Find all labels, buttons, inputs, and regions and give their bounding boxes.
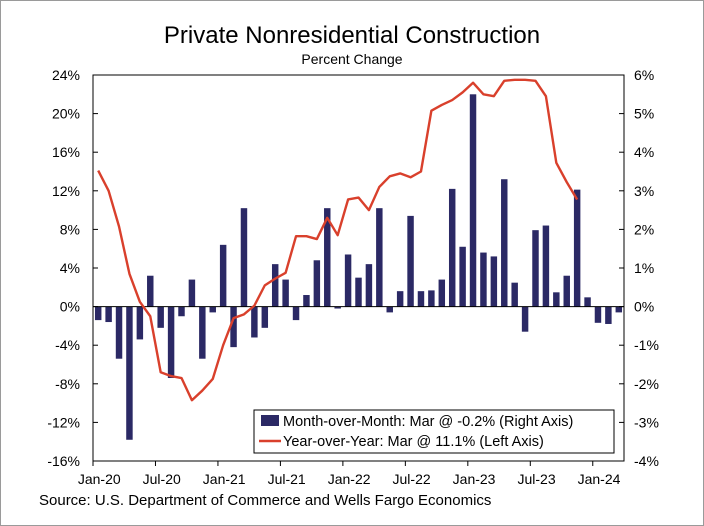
chart-title: Private Nonresidential Construction	[163, 22, 541, 49]
legend-box	[253, 409, 615, 454]
mom-bar	[178, 306, 185, 317]
mom-bar	[417, 291, 425, 307]
mom-bar	[386, 306, 393, 313]
bars-layer	[94, 94, 623, 440]
mom-bar	[94, 306, 102, 321]
mom-bar	[230, 306, 237, 348]
right-axis-tick-label: -1%	[634, 337, 659, 353]
mom-bar	[157, 306, 164, 328]
mom-bar	[115, 306, 123, 359]
mom-bar	[303, 295, 310, 307]
mom-bar	[615, 306, 623, 313]
source-note: Source: U.S. Department of Commerce and …	[39, 492, 492, 509]
mom-bar	[261, 306, 269, 328]
left-axis-tick-label: -4%	[55, 337, 80, 353]
line-layer	[97, 78, 579, 402]
mom-bar	[594, 306, 602, 323]
mom-bar	[313, 260, 321, 307]
mom-bar	[511, 282, 518, 307]
mom-bar	[480, 252, 487, 307]
mom-bar	[251, 306, 258, 338]
x-axis-tick-label: Jul-22	[393, 471, 431, 487]
mom-bar	[605, 306, 612, 324]
mom-bar	[376, 208, 383, 307]
mom-bar	[532, 230, 539, 307]
axis-layer: 24% 20% 16% 12% 8% 4% 0% -4% -8% -12% -16% 6% 5% 4% 3%…	[47, 67, 659, 487]
left-axis-tick-label: -12%	[47, 414, 80, 430]
right-axis-tick-label: 5%	[634, 106, 654, 122]
mom-bar	[448, 188, 456, 307]
mom-bar	[407, 215, 414, 307]
x-axis-tick-label: Jan-24	[578, 471, 621, 487]
x-axis-tick-label: Jan-22	[328, 471, 371, 487]
mom-bar	[167, 306, 175, 379]
legend-swatch-bar	[261, 415, 279, 426]
mom-bar	[324, 208, 331, 307]
mom-bar	[355, 277, 362, 307]
x-axis-tick-label: Jan-23	[453, 471, 496, 487]
mom-bar	[292, 306, 300, 321]
x-axis-tick-label: Jul-20	[143, 471, 181, 487]
left-axis-tick-label: 4%	[60, 260, 80, 276]
mom-bar	[188, 279, 196, 307]
right-axis-tick-label: 6%	[634, 67, 654, 83]
mom-bar	[209, 306, 216, 313]
mom-bar	[147, 275, 154, 307]
right-axis-tick-label: 2%	[634, 221, 654, 237]
left-axis-tick-label: 0%	[60, 299, 80, 315]
mom-bar	[105, 306, 112, 323]
left-axis-tick-label: 12%	[52, 183, 80, 199]
right-axis-tick-label: 4%	[634, 144, 654, 160]
right-axis-tick-label: -2%	[634, 376, 659, 392]
mom-bar	[282, 279, 289, 307]
mom-bar	[469, 94, 477, 307]
mom-bar	[428, 290, 435, 307]
mom-bar	[271, 264, 279, 307]
left-axis-tick-label: 24%	[52, 67, 80, 83]
right-axis-tick-label: -4%	[634, 453, 659, 469]
mom-bar	[219, 244, 227, 307]
mom-bar	[136, 306, 144, 340]
yoy-line	[97, 78, 579, 402]
mom-bar	[490, 256, 498, 307]
left-axis-tick-label: 20%	[52, 106, 80, 122]
mom-bar	[573, 189, 581, 307]
x-axis-tick-label: Jan-20	[78, 471, 121, 487]
right-axis-tick-label: -3%	[634, 414, 659, 430]
mom-bar	[563, 275, 570, 307]
chart-subtitle: Percent Change	[301, 51, 403, 67]
mom-bar	[459, 246, 466, 307]
left-axis-tick-label: -8%	[55, 376, 80, 392]
x-axis-tick-label: Jul-23	[517, 471, 555, 487]
mom-bar	[542, 225, 550, 307]
legend: Month-over-Month: Mar @ -0.2% (Right Axi…	[253, 409, 615, 454]
right-axis-tick-label: 1%	[634, 260, 654, 276]
mom-bar	[438, 279, 446, 307]
x-axis-tick-label: Jul-21	[268, 471, 306, 487]
mom-bar	[553, 292, 560, 307]
left-axis-tick-label: 8%	[60, 221, 80, 237]
mom-bar	[365, 264, 373, 307]
left-axis-tick-label: 16%	[52, 144, 80, 160]
mom-bar	[126, 306, 133, 440]
mom-bar	[396, 291, 404, 307]
right-axis-tick-label: 0%	[634, 299, 654, 315]
mom-bar	[521, 306, 529, 332]
right-axis-tick-label: 3%	[634, 183, 654, 199]
legend-label-line: Year-over-Year: Mar @ 11.1% (Left Axis)	[283, 434, 544, 450]
mom-bar	[584, 297, 591, 307]
mom-bar	[199, 306, 206, 359]
left-axis-tick-label: -16%	[47, 453, 80, 469]
x-axis-tick-label: Jan-21	[203, 471, 246, 487]
mom-bar	[344, 254, 352, 307]
legend-label-bar: Month-over-Month: Mar @ -0.2% (Right Axi…	[283, 414, 573, 430]
mom-bar	[334, 306, 341, 309]
mom-bar	[501, 179, 508, 307]
mom-bar	[240, 208, 248, 307]
